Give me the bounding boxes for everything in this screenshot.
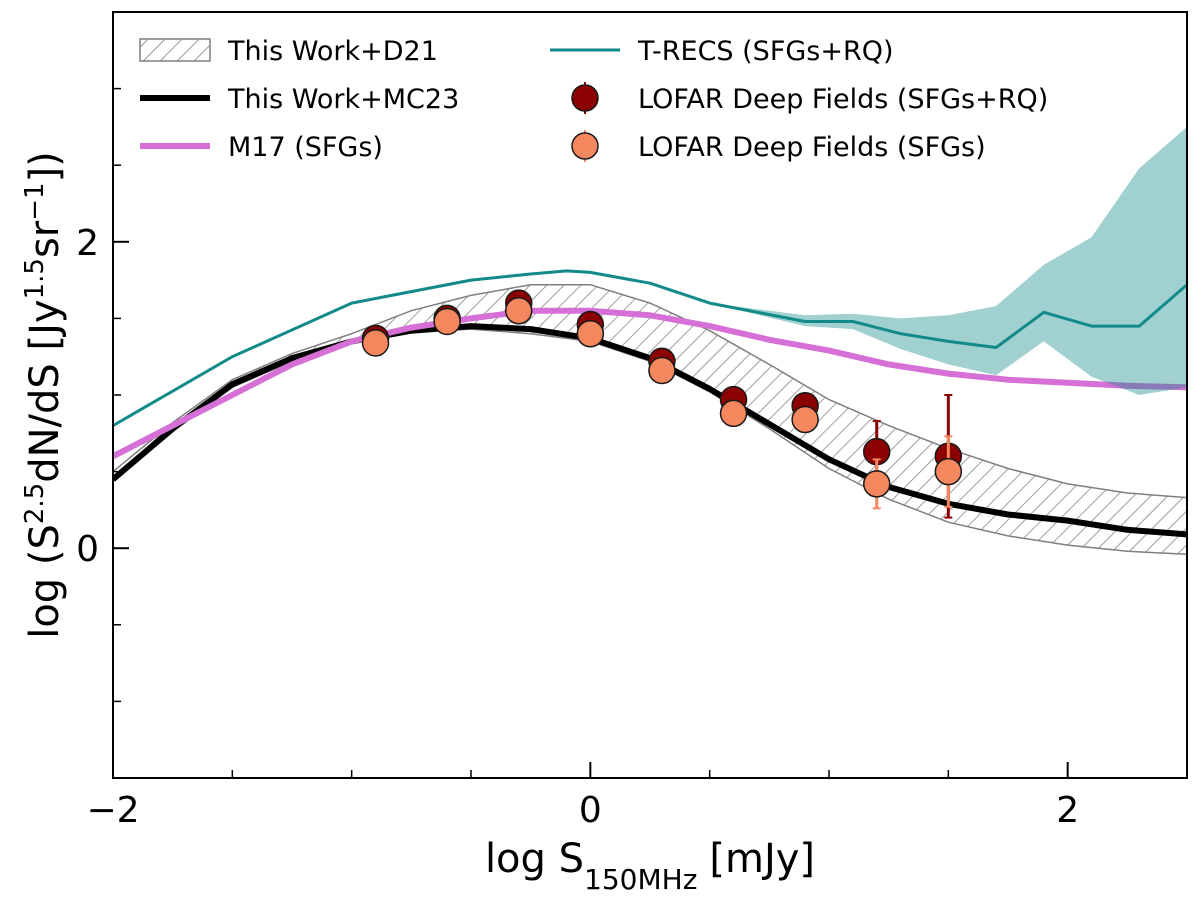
- x-tick-label: 2: [1056, 790, 1079, 831]
- axes: −2 0 2 0 2 log S150MHz [mJy] log (S2.5dN/dS [Jy…: [20, 87, 1079, 896]
- y-axis-label-part: dN/dS [Jy: [22, 299, 68, 482]
- x-axis-label-part: log S: [485, 836, 584, 882]
- x-axis-label-part: 150MHz: [584, 863, 697, 896]
- x-tick-label: −2: [86, 790, 139, 831]
- data-point: [934, 457, 963, 486]
- y-axis-label-part: log (S: [22, 524, 68, 639]
- y-axis-label-part: 2.5: [20, 483, 50, 524]
- y-axis-label: log (S2.5dN/dS [Jy1.5sr−1]): [20, 151, 68, 639]
- legend: This Work+D21 This Work+MC23 M17 (SFGs) T-R…: [139, 36, 1048, 163]
- data-point: [433, 307, 461, 336]
- data-point: [576, 319, 605, 348]
- legend-label: LOFAR Deep Fields (SFGs): [638, 132, 986, 163]
- legend-label: M17 (SFGs): [228, 132, 383, 163]
- plot-area: [113, 126, 1187, 556]
- data-point: [648, 356, 676, 385]
- legend-swatch: [571, 132, 599, 160]
- y-axis-label-part: 1.5: [20, 258, 50, 299]
- x-tick-label: 0: [579, 790, 602, 831]
- y-axis-label-part: sr: [22, 220, 68, 258]
- legend-swatch: [139, 38, 211, 62]
- data-point: [862, 470, 891, 498]
- legend-label: This Work+D21: [227, 36, 438, 67]
- frame: [112, 11, 1188, 779]
- legend-label: This Work+MC23: [227, 84, 459, 115]
- x-axis-label: log S150MHz [mJy]: [485, 836, 815, 896]
- y-tick-label: 2: [76, 223, 99, 264]
- legend-label: LOFAR Deep Fields (SFGs+RQ): [638, 84, 1048, 115]
- y-axis-label-part: −1: [20, 182, 50, 220]
- data-point: [504, 296, 533, 325]
- data-point: [791, 405, 819, 434]
- line: [113, 307, 1187, 459]
- data-point: [361, 329, 390, 357]
- legend-swatch: [571, 84, 599, 112]
- shaded-band: [709, 126, 1187, 396]
- legend-label: T-RECS (SFGs+RQ): [637, 36, 894, 67]
- line: [113, 269, 1187, 427]
- x-axis-label-part: [mJy]: [709, 836, 815, 882]
- y-tick-label: 0: [76, 529, 99, 570]
- data-point: [719, 399, 748, 428]
- y-axis-label-part: ]): [22, 151, 68, 182]
